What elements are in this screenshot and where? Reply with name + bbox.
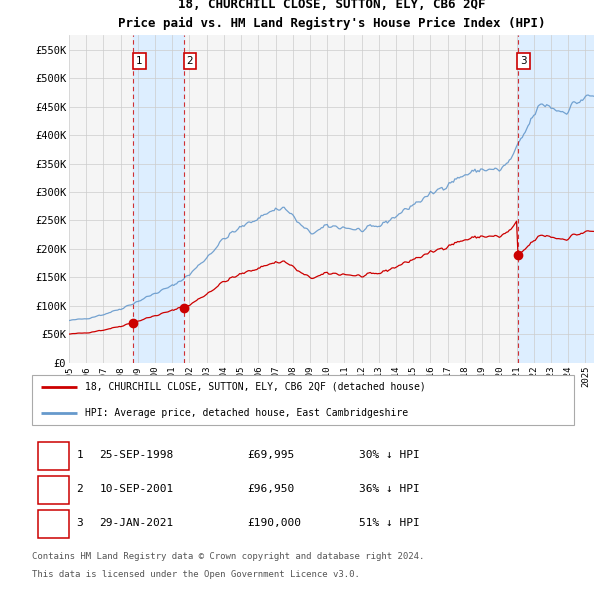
FancyBboxPatch shape bbox=[32, 375, 574, 425]
Text: £96,950: £96,950 bbox=[247, 484, 295, 494]
Text: This data is licensed under the Open Government Licence v3.0.: This data is licensed under the Open Gov… bbox=[32, 571, 360, 579]
Bar bbox=[518, 35, 594, 363]
Title: 18, CHURCHILL CLOSE, SUTTON, ELY, CB6 2QF
Price paid vs. HM Land Registry's Hous: 18, CHURCHILL CLOSE, SUTTON, ELY, CB6 2Q… bbox=[118, 0, 545, 30]
FancyBboxPatch shape bbox=[38, 510, 68, 537]
Bar bbox=[133, 35, 184, 363]
Text: 51% ↓ HPI: 51% ↓ HPI bbox=[359, 518, 419, 528]
FancyBboxPatch shape bbox=[38, 442, 68, 470]
FancyBboxPatch shape bbox=[38, 476, 68, 504]
Text: 1: 1 bbox=[76, 450, 83, 460]
Text: £69,995: £69,995 bbox=[247, 450, 295, 460]
Text: 3: 3 bbox=[521, 56, 527, 66]
Text: 36% ↓ HPI: 36% ↓ HPI bbox=[359, 484, 419, 494]
Text: 29-JAN-2021: 29-JAN-2021 bbox=[100, 518, 173, 528]
Text: 2: 2 bbox=[187, 56, 193, 66]
Text: 2: 2 bbox=[76, 484, 83, 494]
Text: 18, CHURCHILL CLOSE, SUTTON, ELY, CB6 2QF (detached house): 18, CHURCHILL CLOSE, SUTTON, ELY, CB6 2Q… bbox=[85, 382, 426, 392]
Text: £190,000: £190,000 bbox=[247, 518, 301, 528]
Text: HPI: Average price, detached house, East Cambridgeshire: HPI: Average price, detached house, East… bbox=[85, 408, 409, 418]
Text: 30% ↓ HPI: 30% ↓ HPI bbox=[359, 450, 419, 460]
Text: 3: 3 bbox=[76, 518, 83, 528]
Text: 1: 1 bbox=[136, 56, 142, 66]
Text: 25-SEP-1998: 25-SEP-1998 bbox=[100, 450, 173, 460]
Text: 10-SEP-2001: 10-SEP-2001 bbox=[100, 484, 173, 494]
Text: Contains HM Land Registry data © Crown copyright and database right 2024.: Contains HM Land Registry data © Crown c… bbox=[32, 552, 425, 561]
